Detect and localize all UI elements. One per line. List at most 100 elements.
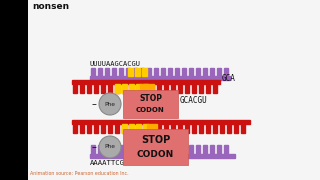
Bar: [122, 124, 126, 133]
Bar: [161, 145, 165, 154]
Bar: [115, 124, 119, 133]
Bar: [147, 68, 151, 76]
Bar: [220, 124, 224, 133]
Bar: [143, 84, 147, 93]
Bar: [136, 84, 140, 93]
Bar: [154, 145, 158, 154]
Bar: [206, 124, 210, 133]
Text: STOP: STOP: [141, 135, 170, 145]
Bar: [80, 124, 84, 133]
Bar: [199, 124, 203, 133]
Bar: [217, 145, 221, 154]
Bar: [224, 68, 228, 76]
Bar: [136, 84, 140, 93]
Bar: [157, 84, 161, 93]
Bar: [129, 124, 133, 133]
Bar: [91, 145, 95, 154]
Text: STOP: STOP: [139, 94, 162, 103]
Bar: [185, 84, 189, 93]
Bar: [154, 68, 158, 76]
Bar: [108, 84, 112, 93]
Bar: [101, 124, 105, 133]
Bar: [171, 124, 175, 133]
Bar: [87, 124, 91, 133]
Bar: [80, 84, 84, 93]
Bar: [143, 84, 148, 93]
Bar: [175, 68, 179, 76]
Bar: [94, 124, 98, 133]
Bar: [142, 68, 147, 76]
Bar: [101, 84, 105, 93]
Bar: [143, 124, 148, 133]
Bar: [72, 120, 250, 124]
Bar: [135, 145, 140, 154]
Bar: [217, 68, 221, 76]
Bar: [196, 145, 200, 154]
Text: Phe: Phe: [105, 102, 116, 107]
Text: CODON: CODON: [137, 150, 174, 159]
Bar: [129, 124, 133, 133]
Bar: [72, 80, 220, 84]
Bar: [213, 124, 217, 133]
Bar: [210, 145, 214, 154]
Bar: [164, 84, 168, 93]
Bar: [171, 84, 175, 93]
Text: GCACGU: GCACGU: [180, 96, 208, 105]
Bar: [143, 124, 147, 133]
Bar: [227, 124, 231, 133]
Bar: [129, 84, 133, 93]
Bar: [182, 145, 186, 154]
Bar: [164, 124, 168, 133]
Bar: [196, 68, 200, 76]
Bar: [87, 84, 91, 93]
Bar: [122, 124, 126, 133]
Text: GCA: GCA: [222, 74, 236, 83]
Bar: [140, 145, 144, 154]
Bar: [119, 68, 123, 76]
Bar: [123, 129, 188, 165]
Bar: [126, 68, 130, 76]
Text: Phe: Phe: [105, 145, 116, 150]
Bar: [135, 68, 140, 76]
Bar: [91, 68, 95, 76]
Bar: [140, 84, 154, 93]
Bar: [206, 84, 210, 93]
Text: AAAATTCGTGCA: AAAATTCGTGCA: [90, 160, 142, 166]
Bar: [203, 145, 207, 154]
Bar: [175, 145, 179, 154]
Bar: [185, 124, 189, 133]
Bar: [126, 145, 130, 154]
Bar: [119, 145, 123, 154]
Bar: [98, 145, 102, 154]
Bar: [115, 84, 119, 93]
Bar: [189, 145, 193, 154]
Bar: [150, 124, 154, 133]
Bar: [123, 90, 178, 118]
Bar: [147, 145, 151, 154]
Bar: [147, 124, 157, 133]
Bar: [128, 145, 132, 154]
Bar: [157, 124, 161, 133]
Circle shape: [99, 136, 121, 158]
Bar: [108, 124, 112, 133]
Text: –: –: [92, 142, 96, 152]
Bar: [178, 124, 182, 133]
Bar: [98, 68, 102, 76]
Bar: [73, 124, 77, 133]
Text: CODON: CODON: [136, 107, 165, 113]
Bar: [189, 68, 193, 76]
Bar: [203, 68, 207, 76]
Bar: [133, 145, 137, 154]
Bar: [136, 124, 140, 133]
Bar: [199, 84, 203, 93]
Text: Animation source: Pearson education Inc.: Animation source: Pearson education Inc.: [30, 171, 129, 176]
Bar: [112, 145, 116, 154]
Bar: [224, 145, 228, 154]
Bar: [178, 84, 182, 93]
Bar: [105, 145, 109, 154]
Bar: [168, 68, 172, 76]
Bar: [136, 124, 140, 133]
Bar: [140, 68, 144, 76]
Bar: [168, 145, 172, 154]
Bar: [115, 84, 119, 93]
